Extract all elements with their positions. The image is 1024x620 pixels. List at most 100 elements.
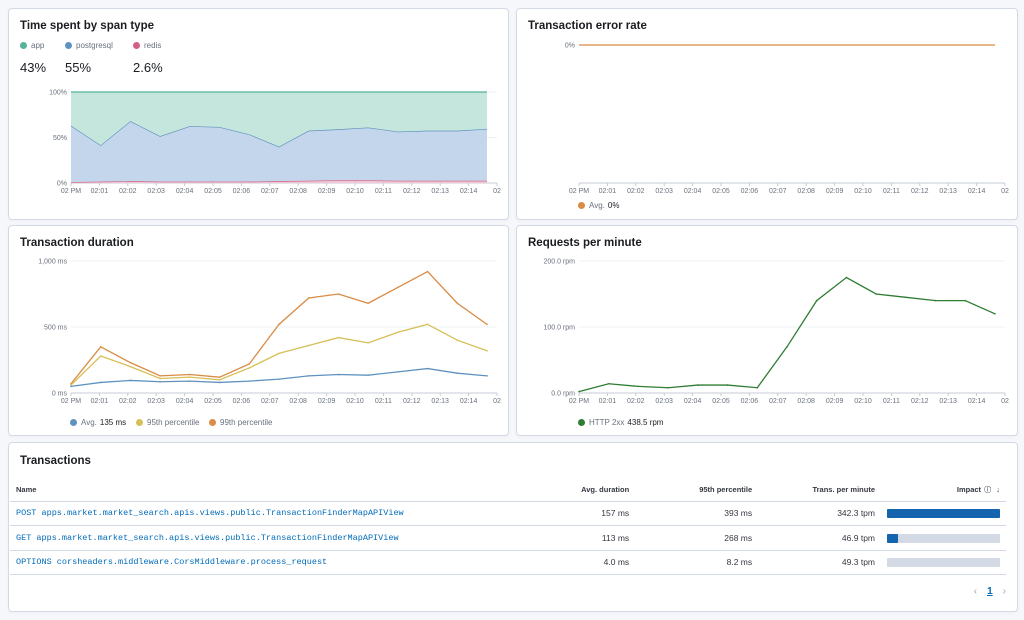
x-tick-label: 02:06 <box>233 188 251 195</box>
x-tick-label: 02:05 <box>204 188 222 195</box>
legend-app[interactable]: app <box>20 41 44 50</box>
x-tick-label: 02:12 <box>911 398 929 405</box>
col-name[interactable]: Name <box>10 479 548 502</box>
legend-value: 135 ms <box>99 418 127 427</box>
x-tick-label: 02:06 <box>741 398 759 405</box>
line-http2xx-point <box>697 384 699 386</box>
tpm-cell: 342.3 tpm <box>758 501 881 526</box>
x-tick-label: 02:01 <box>599 188 617 195</box>
panel-title: Transactions <box>20 455 91 467</box>
y-tick-label: 500 ms <box>44 325 67 332</box>
col-tpm[interactable]: Trans. per minute <box>758 479 881 502</box>
x-tick-label: 02:14 <box>968 188 986 195</box>
col-p95[interactable]: 95th percentile <box>635 479 759 502</box>
legend-http2xx[interactable]: HTTP 2xx 438.5 rpm <box>578 418 663 427</box>
next-page-icon[interactable]: › <box>1002 586 1006 597</box>
line-2-point <box>129 361 132 364</box>
x-tick-label: 02:07 <box>261 398 279 405</box>
error-rate-chart[interactable]: 02 PM 02:01 02:02 02:03 02:04 02:05 02:06 02:07… <box>517 9 1019 221</box>
transactions-table: Name Avg. duration 95th percentile Trans… <box>10 479 1006 575</box>
line-1-point <box>70 384 72 386</box>
prev-page-icon[interactable]: ‹ <box>973 586 978 597</box>
legend-dot-icon <box>133 42 140 49</box>
x-tick-label: 02:09 <box>826 398 844 405</box>
line-0-point <box>70 385 72 388</box>
impact-bar <box>887 509 1000 519</box>
x-tick-label: 02:03 <box>147 188 165 195</box>
legend-avg[interactable]: Avg. 0% <box>578 201 619 210</box>
line-1-point <box>278 352 280 355</box>
line-2-point <box>218 376 221 378</box>
transaction-link[interactable]: OPTIONS corsheaders.middleware.CorsMiddl… <box>16 557 328 568</box>
sort-desc-icon[interactable]: ↓ <box>996 484 1000 494</box>
line-2-point <box>189 373 191 376</box>
legend-label: app <box>31 41 45 50</box>
x-tick-label: 02 PM <box>569 398 589 405</box>
x-tick-label: 02 <box>1001 188 1009 195</box>
legend-label: Avg. <box>81 418 97 427</box>
line-2-point <box>307 297 310 299</box>
legend-dot-icon <box>65 42 72 49</box>
line-0-point <box>248 380 251 382</box>
line-2-point <box>426 270 429 273</box>
x-tick-label: 02:14 <box>968 398 986 405</box>
y-tick-label: 1,000 ms <box>38 259 67 266</box>
transaction-link[interactable]: GET apps.market.market_search.apis.views… <box>16 532 399 543</box>
legend-value: 438.5 rpm <box>627 418 664 427</box>
impact-label: Impact <box>956 484 982 494</box>
y-tick-label: 100.0 rpm <box>543 325 575 332</box>
page-1-link[interactable]: 1 <box>987 586 993 597</box>
col-avg-duration[interactable]: Avg. duration <box>547 479 636 502</box>
line-1-point <box>486 349 488 352</box>
table-row: POST apps.market.market_search.apis.view… <box>10 501 1006 526</box>
p95-cell: 393 ms <box>635 501 759 526</box>
y-tick-label: 0% <box>565 43 575 50</box>
legend-avg[interactable]: Avg. 135 ms <box>70 418 126 427</box>
legend-p95[interactable]: 95th percentile <box>136 418 199 427</box>
line-http2xx-point <box>994 313 996 315</box>
line-http2xx-point <box>756 386 759 389</box>
rpm-panel: Requests per minute 200.0 rpm 100.0 rpm 0.… <box>516 225 1018 436</box>
legend-label: redis <box>144 41 162 50</box>
legend-dot-icon <box>578 202 585 209</box>
span-type-chart[interactable]: 100% 50% 0%02 PM 02:01 02:02 02:03 02:04 02:05 0… <box>9 9 510 221</box>
legend-dot-icon <box>20 42 27 49</box>
y-tick-label: 50% <box>53 135 67 142</box>
area-postgresql <box>71 121 487 183</box>
x-tick-label: 02:08 <box>289 188 307 195</box>
y-tick-label: 0 ms <box>52 391 68 398</box>
x-tick-label: 02 PM <box>61 188 81 195</box>
legend-postgresql[interactable]: postgresql <box>65 41 113 50</box>
y-tick-label: 0% <box>57 181 67 188</box>
x-tick-label: 02:10 <box>854 398 872 405</box>
legend-redis[interactable]: redis <box>133 41 161 50</box>
line-2 <box>70 270 488 385</box>
line-0-point <box>99 381 102 384</box>
x-tick-label: 02:02 <box>627 188 645 195</box>
x-tick-label: 02:05 <box>712 398 730 405</box>
x-tick-label: 02:06 <box>233 398 251 405</box>
x-tick-label: 02:01 <box>91 398 109 405</box>
x-tick-label: 02 <box>1001 398 1009 405</box>
legend-label: postgresql <box>76 41 113 50</box>
col-impact[interactable]: Impact ⓘ ↓ <box>881 479 1006 502</box>
y-tick-label: 0.0 rpm <box>551 391 575 398</box>
x-tick-label: 02:04 <box>176 188 194 195</box>
line-1-point <box>159 377 161 380</box>
x-tick-label: 02:03 <box>655 188 673 195</box>
x-tick-label: 02:14 <box>460 398 478 405</box>
legend-p99[interactable]: 99th percentile <box>209 418 272 427</box>
x-tick-label: 02:11 <box>375 398 392 405</box>
table-row: OPTIONS corsheaders.middleware.CorsMiddl… <box>10 550 1006 575</box>
transaction-link[interactable]: POST apps.market.market_search.apis.view… <box>16 508 404 519</box>
line-0-point <box>218 381 221 384</box>
y-tick-label: 100% <box>49 90 67 97</box>
line-1-point <box>367 342 369 344</box>
info-icon[interactable]: ⓘ <box>984 486 992 494</box>
x-tick-label: 02:10 <box>346 188 364 195</box>
line-http2xx-point <box>815 299 818 302</box>
x-tick-label: 02:12 <box>403 188 421 195</box>
line-2-point <box>99 346 102 348</box>
